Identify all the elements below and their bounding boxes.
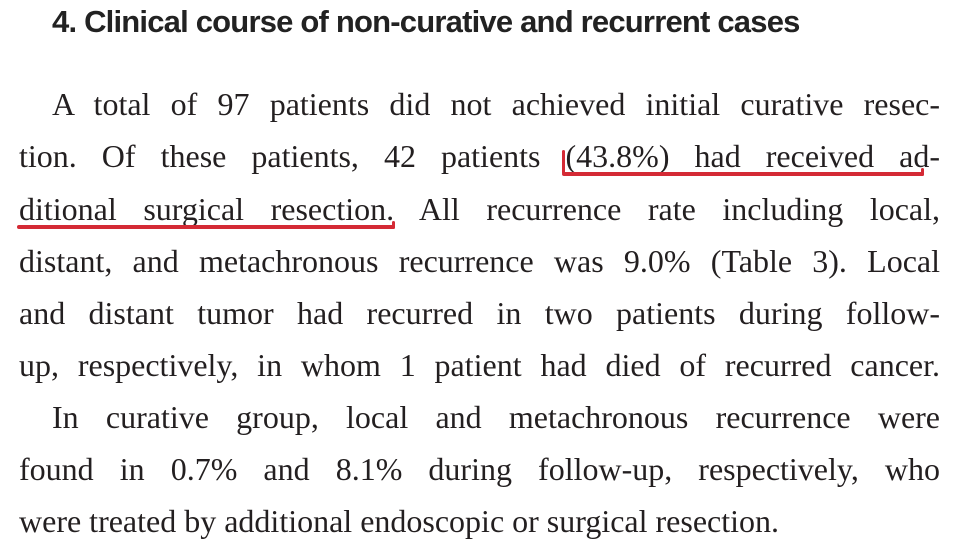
text-line: and distant tumor had recurred in two pa…	[19, 295, 940, 331]
red-bracket-annotation	[562, 150, 565, 174]
section-heading: 4. Clinical course of non-curative and r…	[52, 4, 800, 39]
text-line: distant, and metachronous recurrence was…	[19, 243, 940, 279]
text-line: tion. Of these patients, 42 patients (43…	[19, 138, 940, 174]
red-bracket-annotation	[921, 168, 924, 176]
text-line: up, respectively, in whom 1 patient had …	[19, 347, 940, 383]
text-line: were treated by additional endoscopic or…	[19, 503, 780, 539]
text-line: A total of 97 patients did not achieved …	[52, 86, 940, 122]
red-underline-annotation	[562, 172, 924, 176]
red-underline-annotation	[17, 225, 395, 229]
text-line: In curative group, local and metachronou…	[52, 399, 940, 435]
red-bracket-annotation	[392, 221, 395, 229]
text-line: ditional surgical resection. All recurre…	[19, 191, 940, 227]
text-line: found in 0.7% and 8.1% during follow-up,…	[19, 451, 940, 487]
